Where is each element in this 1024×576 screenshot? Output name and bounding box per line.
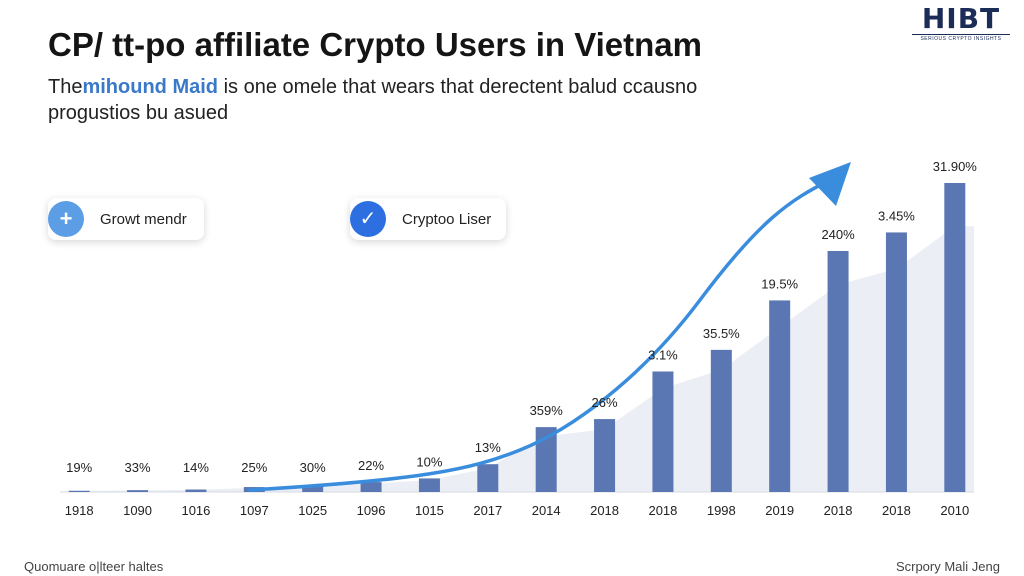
trend-arrow-line — [248, 178, 832, 492]
bar-value-label: 359% — [530, 403, 564, 418]
bar-value-label: 240% — [821, 227, 855, 242]
chart-bar — [769, 300, 791, 492]
chart-bar — [535, 427, 557, 492]
bar-value-label: 3.45% — [878, 208, 915, 223]
x-tick-label: 2018 — [648, 503, 677, 518]
subtitle-prefix: The — [48, 76, 83, 98]
x-tick-label: 2018 — [824, 503, 853, 518]
bar-value-label: 3.1% — [648, 347, 678, 362]
x-tick-label: 1015 — [415, 503, 444, 518]
bar-value-label: 25% — [241, 460, 267, 475]
legend-pill-crypto: ✓ Cryptoo Liser — [350, 198, 506, 240]
bar-value-label: 19.5% — [761, 276, 798, 291]
bar-value-label: 26% — [592, 395, 618, 410]
chart-bar — [477, 464, 499, 492]
legend-pill-growth: + Growt mendr — [48, 198, 204, 240]
x-tick-label: 1918 — [65, 503, 94, 518]
legend-pill-label: Growt mendr — [100, 210, 187, 228]
x-tick-label: 2018 — [882, 503, 911, 518]
x-tick-label: 2017 — [473, 503, 502, 518]
chart-area — [60, 226, 974, 492]
bar-value-label: 19% — [66, 460, 92, 475]
chart-bar — [710, 349, 732, 492]
x-tick-label: 1097 — [240, 503, 269, 518]
chart-bar — [827, 250, 849, 492]
logo-text: HIBT — [921, 2, 1001, 35]
bar-value-label: 30% — [300, 460, 326, 475]
brand-logo: HIBT SERIOUS CRYPTO INSIGHTS — [912, 4, 1010, 42]
bar-value-label: 33% — [125, 460, 151, 475]
bar-value-label: 35.5% — [703, 326, 740, 341]
x-tick-label: 1096 — [357, 503, 386, 518]
x-tick-label: 2019 — [765, 503, 794, 518]
bar-value-label: 14% — [183, 460, 209, 475]
x-tick-label: 1998 — [707, 503, 736, 518]
chart-bar — [418, 478, 440, 492]
page-subtitle: Themihound Maid is one omele that wears … — [48, 74, 788, 126]
bar-value-label: 13% — [475, 440, 501, 455]
chart-bar — [68, 490, 90, 492]
subtitle-highlight: mihound Maid — [82, 76, 219, 98]
x-tick-label: 2014 — [532, 503, 561, 518]
page-title: CP/ tt-po affiliate Crypto Users in Viet… — [48, 26, 703, 63]
subtitle-line2: progustios bu asued — [48, 102, 229, 124]
check-icon: ✓ — [350, 201, 386, 237]
x-tick-label: 1016 — [181, 503, 210, 518]
logo-subtext: SERIOUS CRYPTO INSIGHTS — [912, 34, 1010, 42]
footer-left-text: Quomuare o|lteer haltes — [24, 559, 164, 574]
legend-pill-label: Cryptoo Liser — [402, 210, 492, 228]
footer-right-text: Scrpory Mali Jeng — [895, 559, 1000, 574]
bar-value-label: 22% — [358, 458, 384, 473]
bar-value-label: 31.90% — [933, 159, 978, 174]
chart-bar — [185, 489, 207, 492]
x-tick-label: 2018 — [590, 503, 619, 518]
x-tick-label: 1025 — [298, 503, 327, 518]
subtitle-line1: is one omele that wears that derectent b… — [218, 76, 698, 98]
chart-bar — [360, 482, 382, 492]
x-tick-label: 2010 — [940, 503, 969, 518]
chart-bar — [127, 490, 149, 492]
plus-icon: + — [48, 201, 84, 237]
chart-bar — [652, 371, 674, 492]
chart-bar — [885, 232, 907, 492]
chart-bar — [944, 183, 966, 492]
bar-value-label: 10% — [416, 454, 442, 469]
chart-bar — [594, 419, 616, 492]
x-tick-label: 1090 — [123, 503, 152, 518]
chart-bar — [302, 485, 324, 492]
trend-arrow-head — [809, 162, 851, 206]
